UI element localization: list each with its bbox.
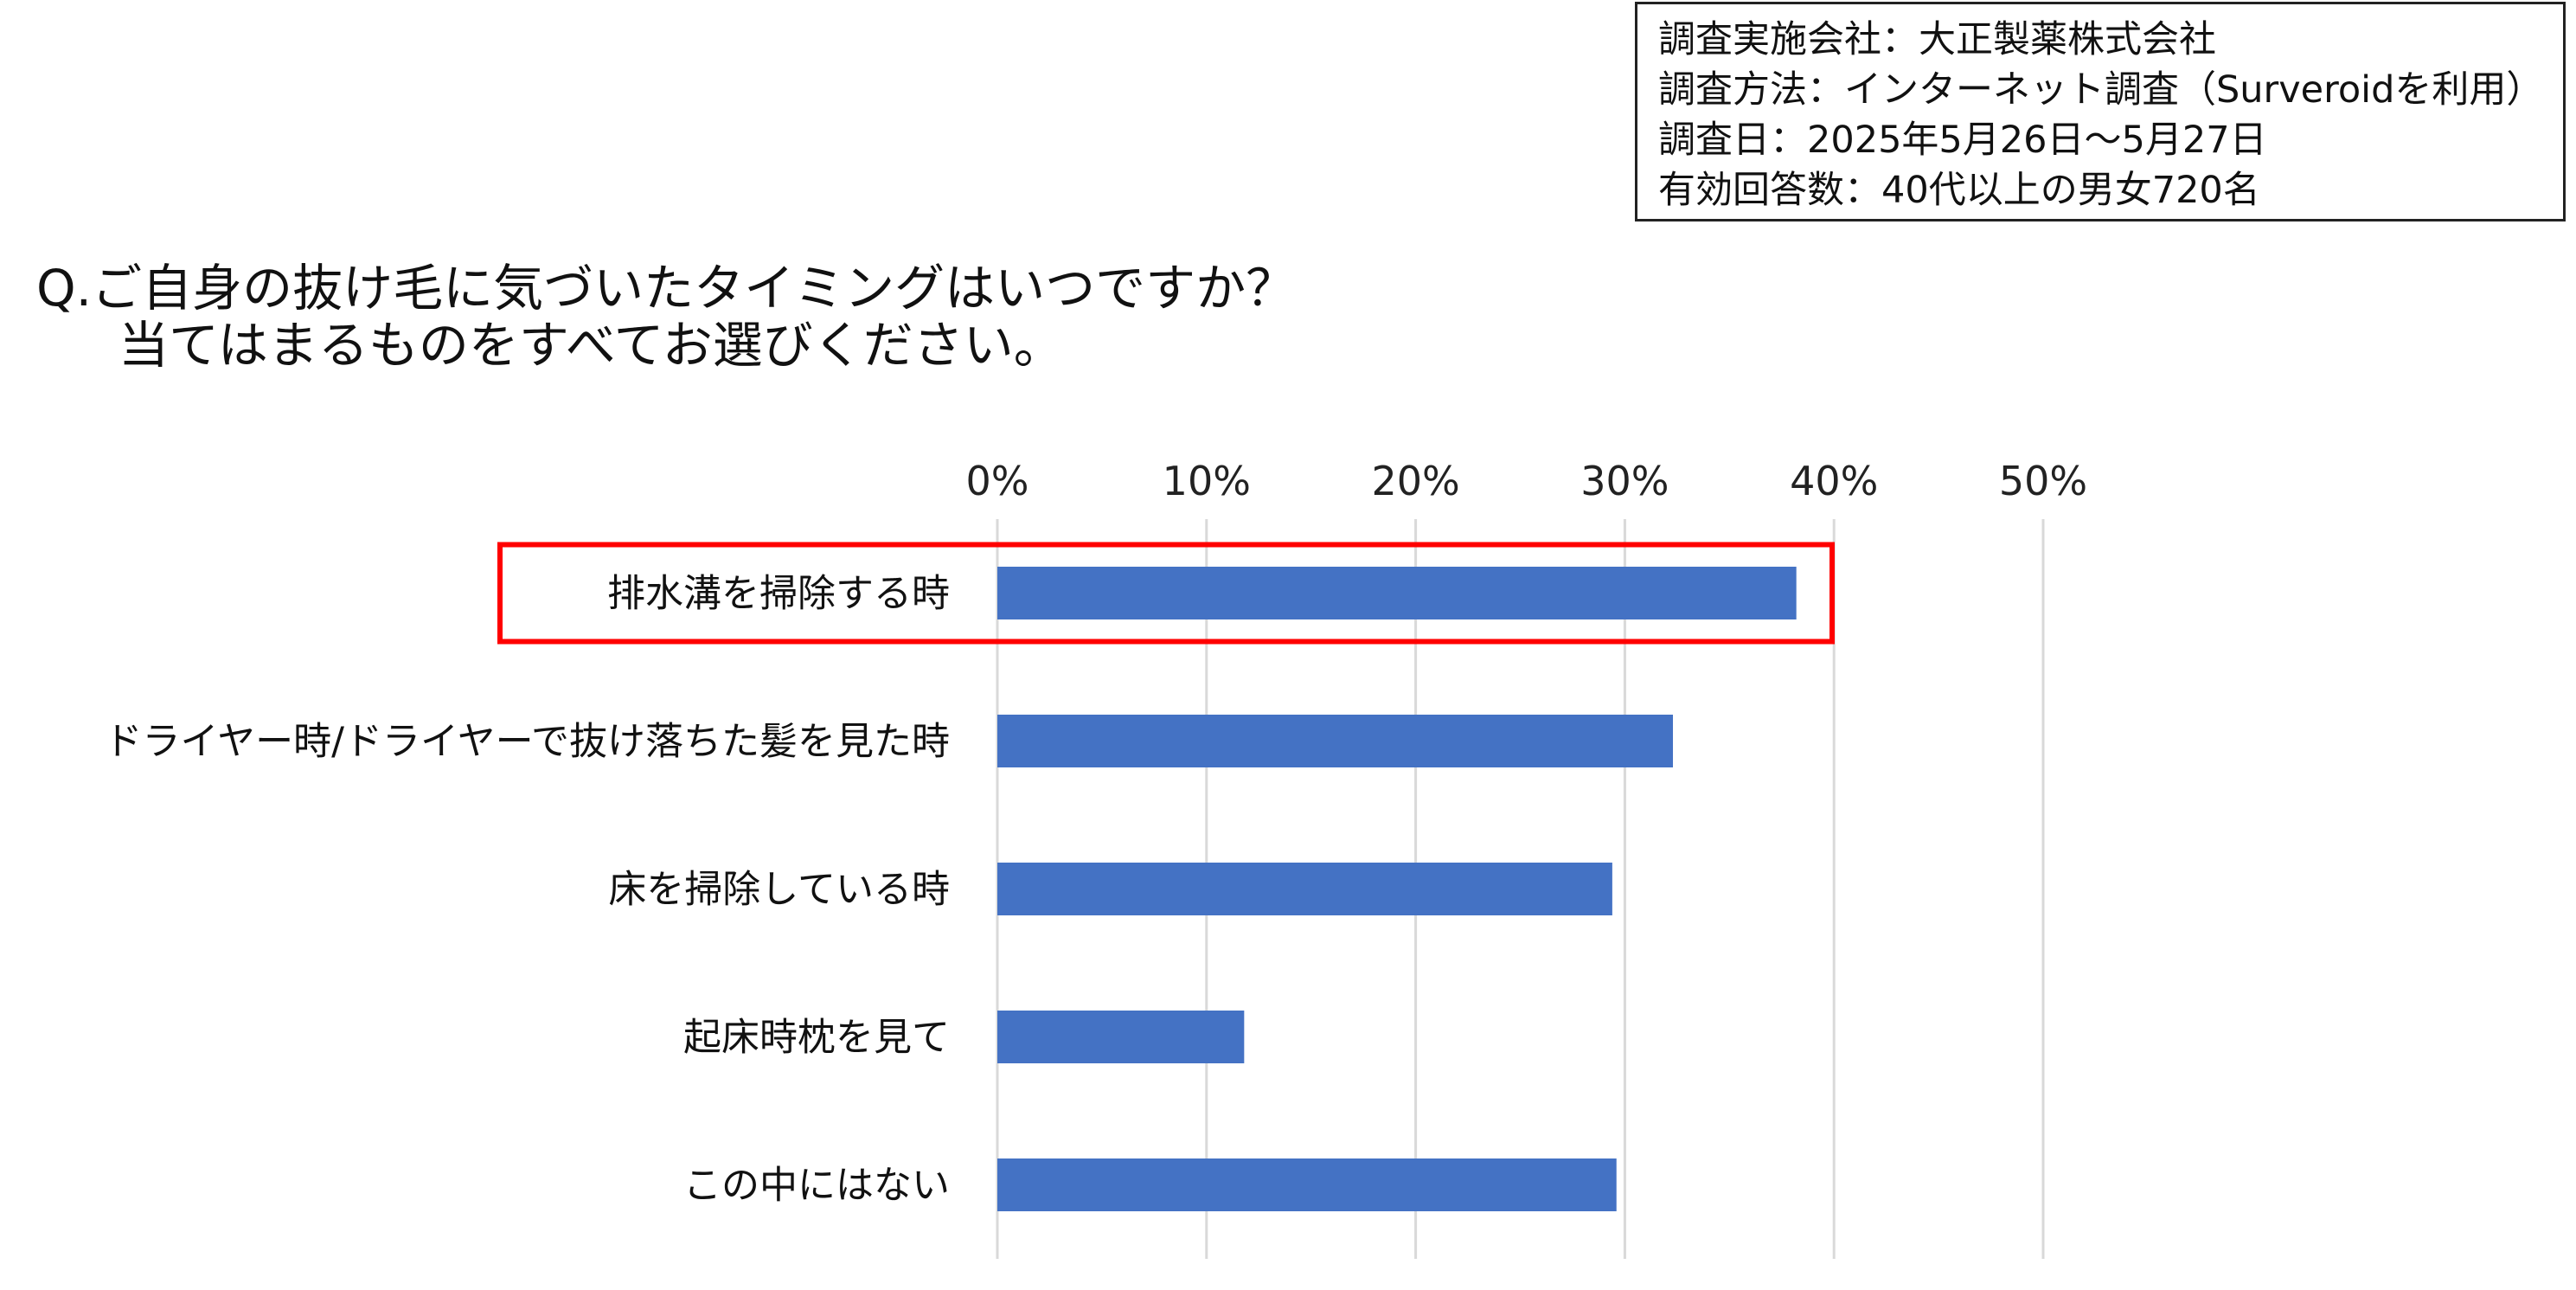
- bar: [997, 715, 1674, 767]
- bar: [997, 863, 1612, 915]
- survey-info-box: 調査実施会社：大正製薬株式会社 調査方法：インターネット調査（Surveroid…: [1635, 2, 2566, 221]
- info-date: 調査日：2025年5月26日～5月27日: [1658, 119, 2267, 162]
- category-label: 起床時枕を見て: [683, 1016, 950, 1060]
- x-tick-label: 10%: [1163, 458, 1251, 504]
- x-tick-label: 20%: [1371, 458, 1459, 504]
- question-line-2: 当てはまるものをすべてお選びください。: [119, 316, 1064, 375]
- category-label: 排水溝を掃除する時: [607, 572, 950, 616]
- info-company: 調査実施会社：大正製薬株式会社: [1658, 18, 2216, 61]
- category-label: 床を掃除している時: [608, 868, 950, 912]
- x-tick-label: 0%: [966, 458, 1029, 504]
- category-label: この中にはない: [683, 1164, 950, 1208]
- category-label: ドライヤー時/ドライヤーで抜け落ちた髪を見た時: [104, 720, 950, 764]
- x-tick-label: 40%: [1790, 458, 1878, 504]
- x-tick-label: 50%: [1999, 458, 2087, 504]
- info-method: 調査方法：インターネット調査（Surveroidを利用）: [1658, 68, 2544, 112]
- highlight-box: [497, 542, 1835, 645]
- bar: [997, 1158, 1617, 1211]
- bar: [997, 1011, 1245, 1063]
- info-respondents: 有効回答数：40代以上の男女720名: [1658, 169, 2260, 212]
- question-title: Q.ご自身の抜け毛に気づいたタイミングはいつですか？ 当てはまるものをすべてお選…: [36, 260, 1296, 374]
- x-tick-label: 30%: [1580, 458, 1669, 504]
- question-line-1: Q.ご自身の抜け毛に気づいたタイミングはいつですか？: [36, 259, 1297, 318]
- bar: [997, 567, 1797, 619]
